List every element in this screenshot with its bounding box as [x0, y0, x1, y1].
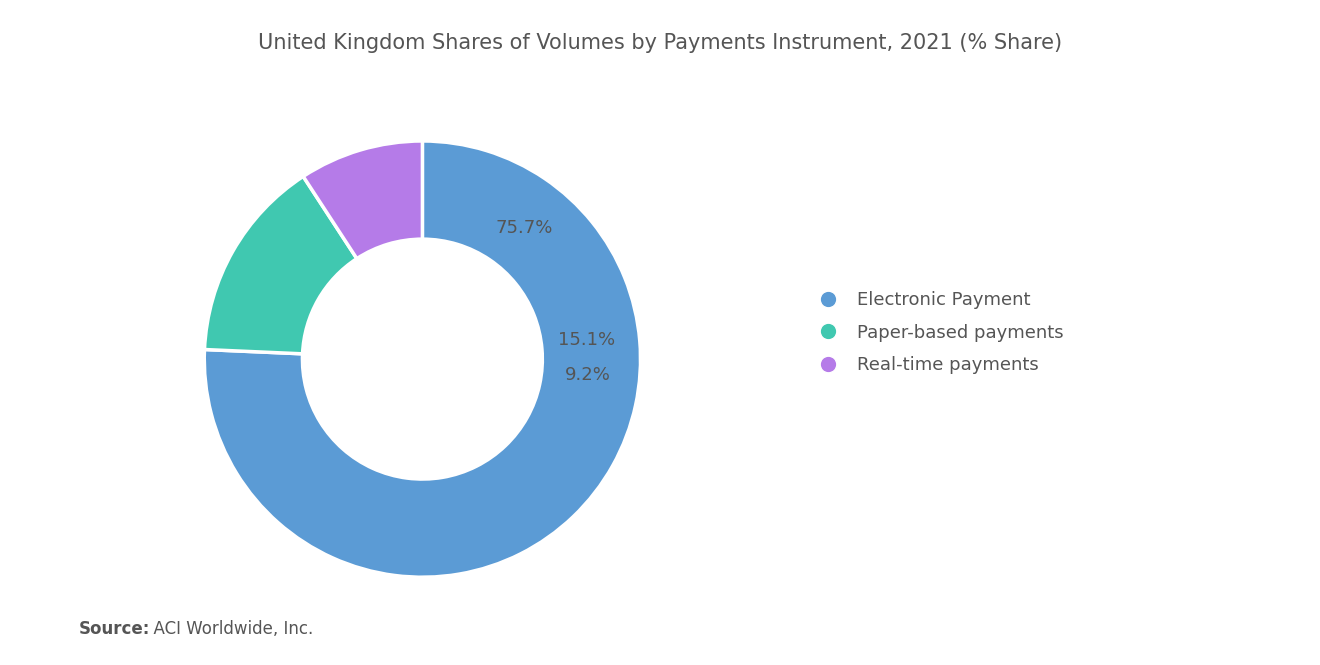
Legend: Electronic Payment, Paper-based payments, Real-time payments: Electronic Payment, Paper-based payments…	[801, 282, 1073, 383]
Text: United Kingdom Shares of Volumes by Payments Instrument, 2021 (% Share): United Kingdom Shares of Volumes by Paym…	[257, 33, 1063, 53]
Text: 9.2%: 9.2%	[565, 366, 610, 384]
Text: ACI Worldwide, Inc.: ACI Worldwide, Inc.	[143, 620, 313, 638]
Text: Source:: Source:	[79, 620, 150, 638]
Wedge shape	[205, 141, 640, 577]
Text: 15.1%: 15.1%	[558, 331, 615, 348]
Text: 75.7%: 75.7%	[495, 219, 553, 237]
Wedge shape	[304, 141, 422, 259]
Wedge shape	[205, 176, 356, 354]
